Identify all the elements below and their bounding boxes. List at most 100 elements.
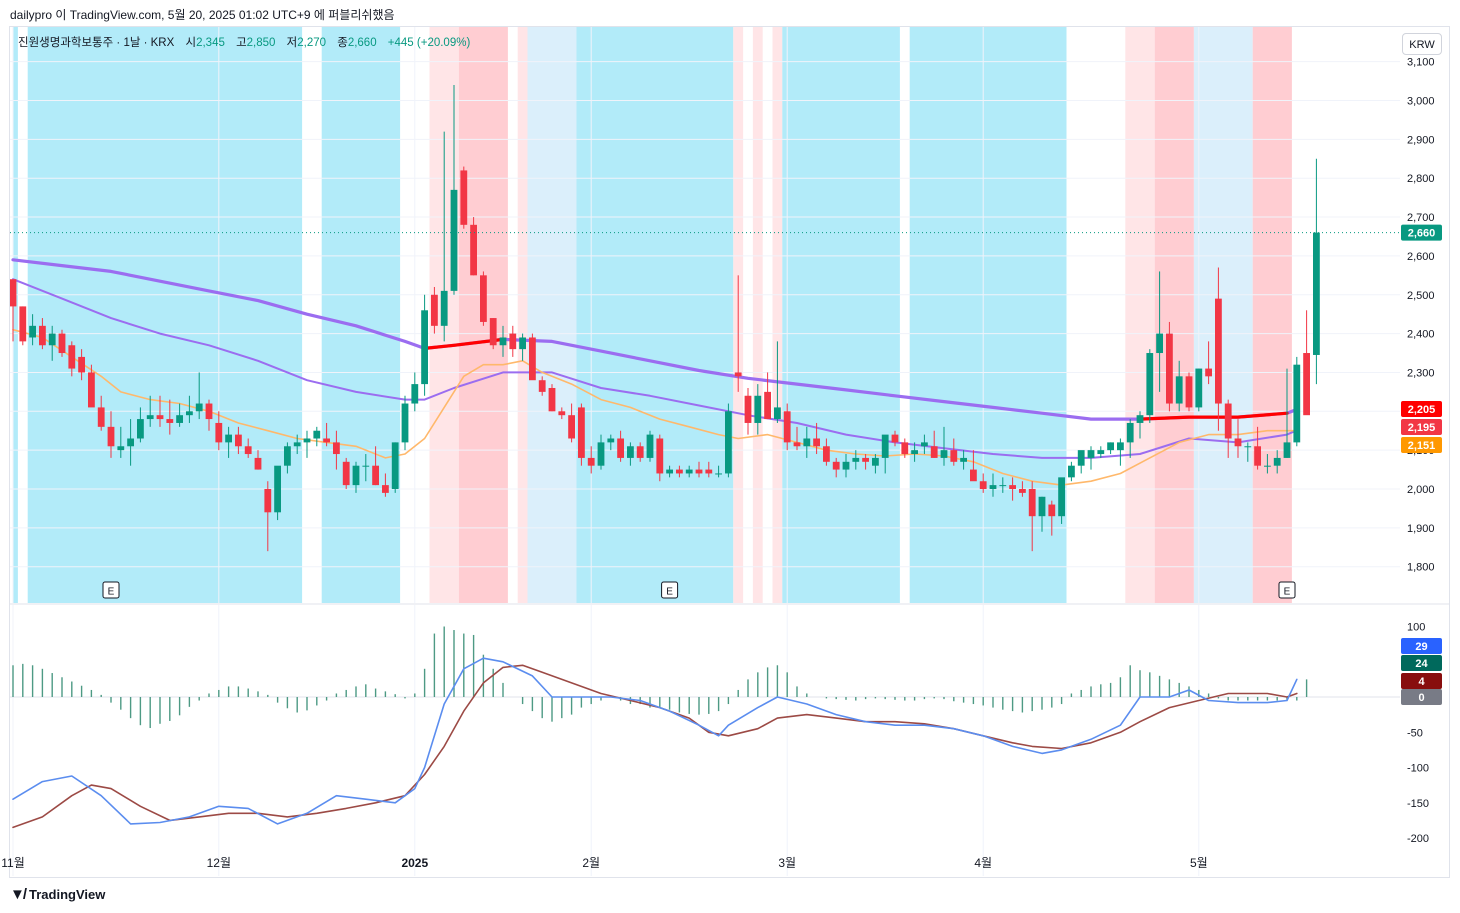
candle-body (1254, 446, 1261, 466)
candle-body (450, 189, 458, 291)
low-label: 저 (286, 37, 298, 49)
candle-body (460, 170, 468, 225)
candle-body (88, 372, 95, 408)
candle-body (617, 438, 624, 458)
price-axis-tick-label: 2,700 (1407, 212, 1435, 224)
close-label: 종 (337, 37, 348, 49)
candle-body (852, 457, 860, 462)
candle-body (186, 411, 193, 416)
candle-body (333, 442, 340, 455)
earnings-marker-label: E (1284, 587, 1291, 598)
time-axis-label: 12월 (207, 856, 231, 870)
price-axis-tick-label: 2,500 (1407, 290, 1435, 302)
candle-body (411, 384, 419, 404)
macd-line (12, 657, 1298, 825)
candle-body (391, 442, 399, 489)
candle-body (421, 310, 428, 385)
symbol-legend: 진원생명과학보통주 · 1날 · KRX 시2,345 고2,850 저2,27… (18, 34, 470, 50)
candle-body (195, 403, 203, 412)
candle-body (734, 372, 742, 377)
candle-body (1097, 450, 1105, 455)
short-moving-average-line (12, 328, 1298, 486)
candle-body (823, 446, 830, 462)
candle-body (156, 415, 164, 420)
candle-body (597, 442, 605, 466)
candle-body (431, 294, 438, 326)
candle-body (1126, 422, 1134, 443)
macd-value-tag: 0 (1418, 692, 1424, 704)
candle-body (627, 446, 634, 458)
candle-body (989, 485, 997, 489)
symbol-name[interactable]: 진원생명과학보통주 · 1날 · KRX (18, 37, 175, 49)
last-price-tag-background (1401, 224, 1442, 241)
candle-body (754, 395, 762, 423)
candle-body (303, 438, 311, 443)
time-axis-label: 2월 (582, 856, 600, 870)
price-axis-tick-label: 2,800 (1407, 173, 1435, 185)
candle-body (166, 419, 174, 423)
candle-body (587, 457, 595, 466)
candle-body (930, 446, 938, 458)
brand-name: TradingView (29, 887, 106, 902)
candle-body (803, 438, 811, 447)
candle-body (979, 481, 987, 489)
candle-body (538, 380, 546, 392)
long-moving-average-line (11, 258, 1299, 421)
background-band (1252, 27, 1292, 603)
candle-body (509, 333, 517, 350)
candle-body (636, 446, 644, 458)
candle-body (225, 434, 232, 443)
candle-body (1293, 364, 1301, 443)
candle-body (254, 457, 262, 470)
macd-value-tag: 29 (1415, 641, 1427, 653)
high-value: 2,850 (246, 37, 276, 49)
moving-average-value-tag: 2,195 (1408, 422, 1436, 434)
price-axis-tick-label: 2,000 (1407, 484, 1435, 496)
price-axis-tick-label: 1,900 (1407, 523, 1435, 535)
long-moving-average-red-segment (1138, 411, 1289, 421)
candle-body (891, 434, 899, 443)
candle-body (783, 411, 791, 443)
background-band (1193, 27, 1253, 603)
currency-button[interactable]: KRW (1402, 33, 1442, 55)
candle-body (1175, 376, 1183, 404)
time-axis-label: 5월 (1190, 856, 1208, 870)
macd-value-tag-background (1401, 689, 1442, 705)
tradingview-logo[interactable]: ▼/TradingView (10, 886, 105, 903)
candle-body (676, 469, 683, 474)
candle-body (656, 438, 664, 474)
candle-body (264, 489, 272, 513)
candle-body (470, 224, 477, 276)
candle-body (960, 457, 967, 462)
open-label: 시 (185, 37, 197, 49)
candle-body (1136, 415, 1144, 423)
macd-axis-tick-label: -50 (1407, 727, 1423, 739)
candle-body (205, 403, 213, 420)
background-band (1125, 27, 1155, 603)
candle-body (725, 411, 732, 474)
high-label: 고 (236, 37, 247, 49)
candle-body (970, 469, 977, 482)
candle-body (1107, 442, 1114, 451)
candle-body (1087, 450, 1095, 458)
candle-body (1264, 465, 1271, 467)
candle-body (146, 415, 154, 420)
time-axis-label: 11월 (1, 856, 25, 870)
candle-body (578, 407, 585, 458)
candle-body (862, 457, 869, 462)
price-axis-tick-label: 1,800 (1407, 562, 1435, 574)
candle-body (1313, 232, 1320, 355)
moving-average-value-tag: 2,205 (1408, 404, 1436, 416)
publish-caption: dailypro 이 TradingView.com, 5월 20, 2025 … (10, 8, 395, 22)
candle-body (1156, 333, 1163, 354)
earnings-marker (1278, 581, 1296, 599)
candle-body (29, 325, 36, 338)
candle-body (1195, 368, 1203, 408)
candle-body (1185, 376, 1193, 408)
candle-body (1038, 496, 1046, 517)
candle-body (1019, 489, 1026, 493)
candle-body (1048, 504, 1056, 517)
candle-body (39, 325, 46, 346)
chart-frame (9, 26, 1450, 878)
